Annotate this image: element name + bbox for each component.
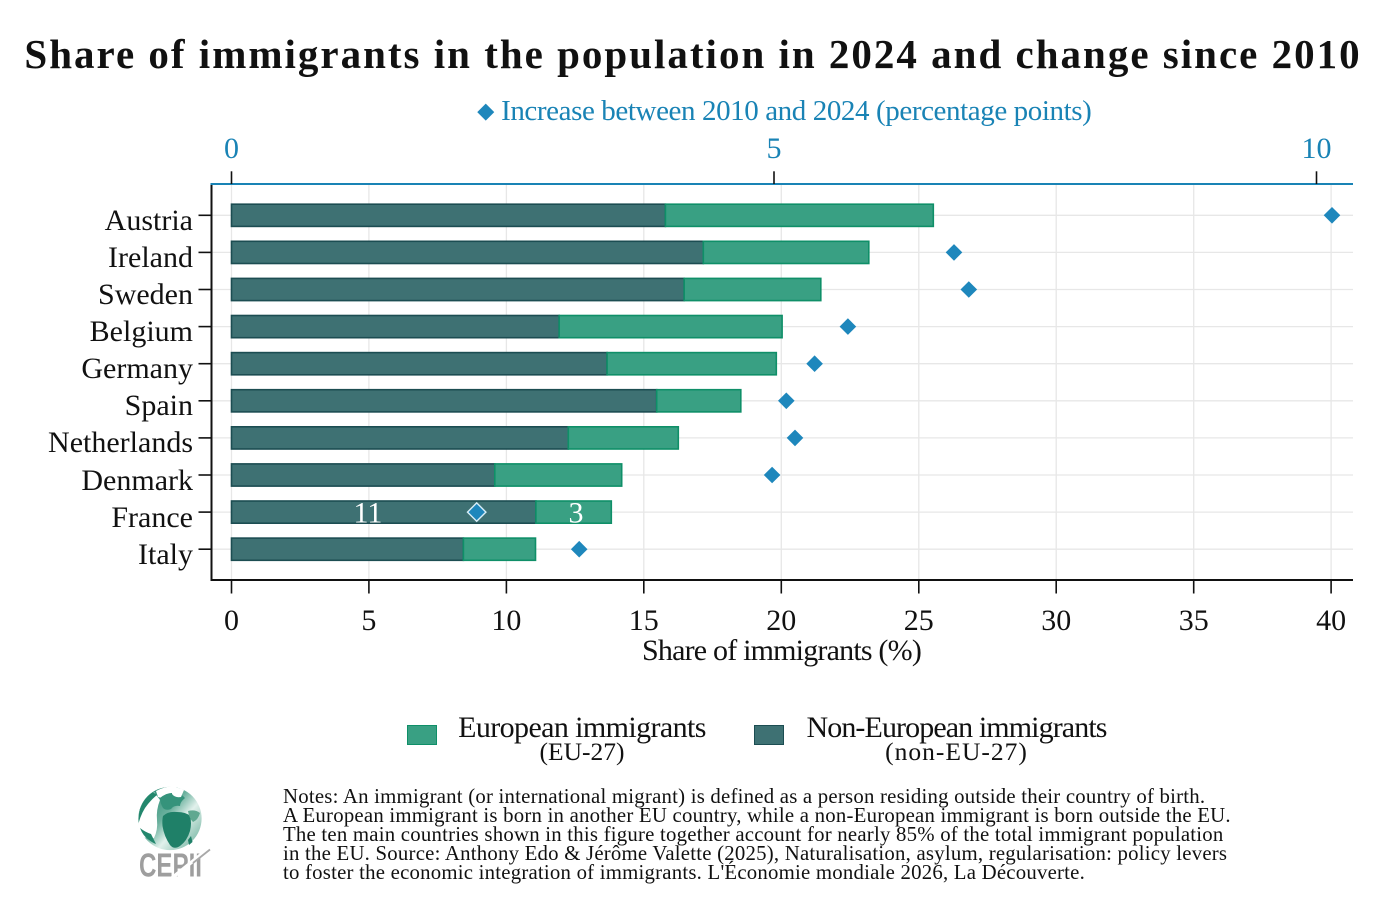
- svg-text:11: 11: [354, 497, 383, 530]
- svg-text:3: 3: [569, 497, 584, 530]
